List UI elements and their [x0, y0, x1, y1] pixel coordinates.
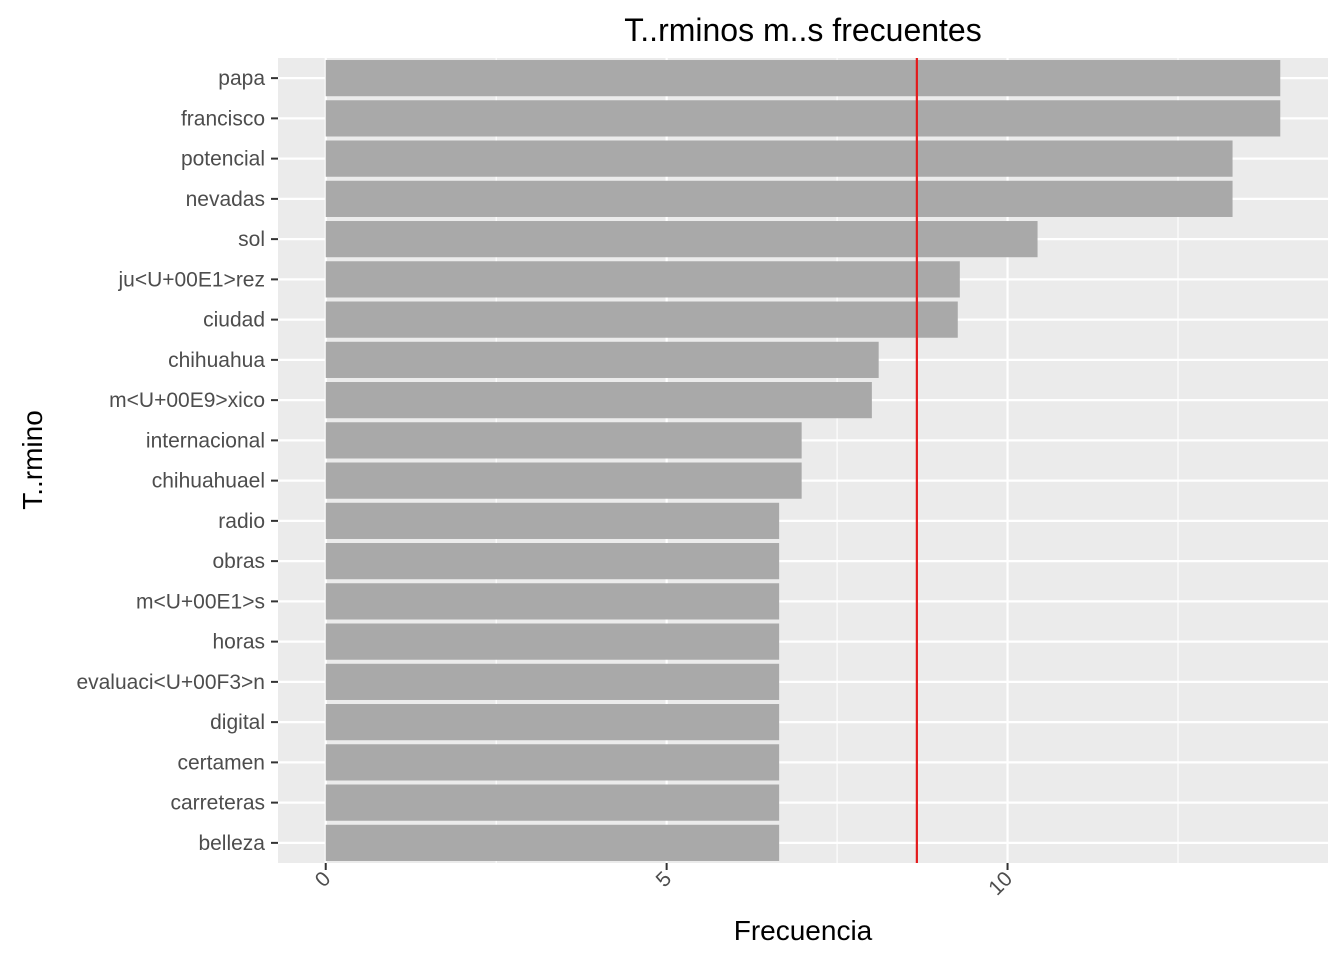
- bar-19: [325, 824, 780, 861]
- bar-0: [325, 60, 1281, 97]
- y-tick-label: internacional: [146, 429, 265, 452]
- bar-15: [325, 663, 780, 700]
- y-axis-title: T..rmino: [17, 410, 48, 510]
- bars: [325, 60, 1281, 861]
- bar-13: [325, 583, 780, 620]
- bar-17: [325, 744, 780, 781]
- y-tick-label: chihuahuael: [152, 470, 265, 493]
- y-tick-label: m<U+00E9>xico: [109, 389, 265, 412]
- bar-1: [325, 100, 1281, 137]
- y-tick-label: ciudad: [203, 309, 265, 332]
- y-axis: papa francisco potencial nevadas sol ju<U+00E…: [76, 67, 278, 855]
- bar-11: [325, 502, 780, 539]
- plot-panel: [278, 58, 1328, 863]
- y-tick-label: ju<U+00E1>rez: [117, 268, 265, 291]
- x-axis-title: Frecuencia: [734, 915, 873, 946]
- y-tick-label: belleza: [198, 832, 265, 855]
- chart-title: T..rminos m..s frecuentes: [624, 12, 981, 48]
- bar-5: [325, 261, 960, 298]
- y-tick-label: papa: [218, 67, 265, 90]
- y-tick-label: m<U+00E1>s: [136, 590, 265, 613]
- bar-12: [325, 543, 780, 580]
- bar-10: [325, 462, 802, 499]
- bar-18: [325, 784, 780, 821]
- bar-6: [325, 301, 958, 338]
- y-tick-label: certamen: [177, 751, 265, 774]
- y-tick-label: potencial: [181, 148, 265, 171]
- y-tick-label: horas: [212, 631, 265, 654]
- y-tick-label: radio: [218, 510, 265, 533]
- y-tick-label: nevadas: [186, 188, 265, 211]
- x-tick-label: 0: [311, 867, 336, 892]
- bar-14: [325, 623, 780, 660]
- y-tick-label: francisco: [181, 107, 265, 130]
- bar-7: [325, 341, 879, 378]
- y-tick-label: carreteras: [170, 792, 265, 815]
- y-tick-label: evaluaci<U+00F3>n: [76, 671, 265, 694]
- x-tick-label: 10: [984, 867, 1017, 900]
- bar-16: [325, 704, 780, 741]
- x-tick-label: 5: [652, 867, 677, 892]
- x-axis: 0 5 10: [311, 863, 1017, 900]
- y-tick-label: obras: [212, 550, 265, 573]
- bar-8: [325, 382, 872, 419]
- y-tick-label: digital: [210, 711, 265, 734]
- y-tick-label: chihuahua: [168, 349, 265, 372]
- bar-3: [325, 180, 1233, 217]
- bar-2: [325, 140, 1233, 177]
- y-tick-label: sol: [238, 228, 265, 251]
- bar-9: [325, 422, 802, 459]
- bar-4: [325, 221, 1038, 258]
